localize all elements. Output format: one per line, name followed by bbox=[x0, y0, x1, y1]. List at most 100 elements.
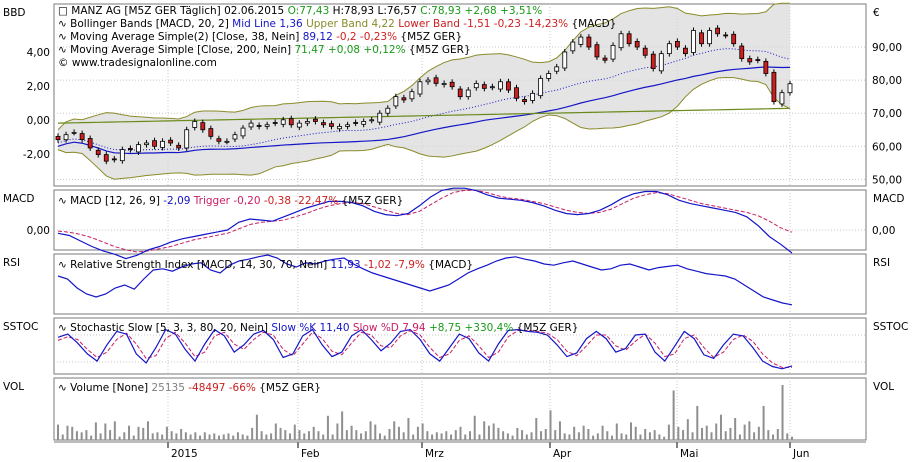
x-tick-label: Mrz bbox=[425, 448, 444, 460]
volume-bar bbox=[208, 434, 211, 440]
volume-bar bbox=[791, 436, 793, 440]
header-part: H:78,93 bbox=[333, 5, 375, 17]
legend-part: Relative Strength Index [MACD, 14, 30, 7… bbox=[70, 259, 327, 271]
ma38-line bbox=[57, 66, 791, 155]
volume-bar bbox=[213, 433, 216, 440]
volume-bar bbox=[473, 415, 476, 440]
volume-bar bbox=[667, 424, 670, 440]
price-right-label: € bbox=[873, 7, 880, 19]
candle-body bbox=[200, 122, 206, 131]
volume-bar bbox=[236, 432, 239, 440]
volume-bar bbox=[592, 435, 595, 440]
candle-body bbox=[272, 122, 278, 124]
candle-body bbox=[71, 131, 77, 134]
right-axis-tick: 50,00 bbox=[872, 174, 902, 186]
right-axis-tick: 90,00 bbox=[872, 42, 902, 54]
candle-body bbox=[739, 45, 745, 60]
volume-bar bbox=[521, 430, 524, 440]
legend-part: 71,47 bbox=[295, 44, 325, 56]
candle-body bbox=[144, 142, 149, 146]
candle-body bbox=[264, 124, 270, 127]
legend-part: ∿ bbox=[58, 195, 67, 207]
volume-bar bbox=[142, 427, 145, 440]
volume-bar bbox=[506, 433, 509, 440]
legend-part: {MACD} bbox=[428, 259, 473, 271]
x-tick-label: Jun bbox=[792, 448, 809, 460]
volume-bar bbox=[691, 432, 694, 440]
candle-body bbox=[465, 89, 471, 98]
header-part: MANZ AG [M5Z GER Täglich] 02.06.2015 bbox=[71, 5, 284, 17]
candle-body bbox=[127, 148, 133, 151]
candle-body bbox=[530, 92, 535, 101]
candle-body bbox=[433, 77, 439, 84]
volume-bar bbox=[274, 423, 277, 440]
legend-part: Lower Band -1,51 -0,23 -14,23% bbox=[398, 18, 568, 30]
volume-bar bbox=[350, 425, 353, 440]
volume-bar bbox=[535, 418, 538, 440]
volume-bar bbox=[66, 425, 69, 440]
volume-bar bbox=[383, 435, 386, 440]
candle-body bbox=[369, 119, 375, 122]
legend-part: 11,40 bbox=[319, 322, 349, 334]
candle-body bbox=[707, 30, 712, 45]
volume-bar bbox=[497, 427, 500, 440]
volume-bar bbox=[113, 421, 116, 440]
candle-body bbox=[192, 121, 198, 128]
right-axis-tick: 80,00 bbox=[872, 75, 902, 87]
volume-bar bbox=[440, 433, 443, 440]
header-part: C:78,93 +2,68 +3,51% bbox=[420, 5, 542, 17]
header-part: O:77,43 bbox=[288, 5, 330, 17]
candle-body bbox=[787, 83, 793, 94]
volume-bar bbox=[577, 432, 580, 440]
stoch-legend: ∿ Stochastic Slow [5, 3, 3, 80, 20, Nein… bbox=[58, 322, 578, 334]
legend-part: Moving Average Simple [Close, 200, Nein] bbox=[70, 44, 291, 56]
volume-bar bbox=[421, 423, 424, 440]
candle-body bbox=[280, 119, 286, 125]
volume-bar bbox=[682, 430, 685, 440]
candle-body bbox=[95, 149, 101, 155]
left-axis-tick: 4,00 bbox=[27, 47, 50, 59]
volume-bar bbox=[307, 431, 310, 440]
macd-right-tick: 0,00 bbox=[872, 225, 895, 237]
volume-bar bbox=[289, 433, 292, 440]
volume-bar bbox=[511, 435, 514, 440]
volume-bar bbox=[516, 427, 519, 440]
legend-part: -0,2 -0,23% bbox=[336, 31, 397, 43]
volume-bar bbox=[132, 435, 135, 440]
candle-body bbox=[329, 123, 334, 127]
candle-body bbox=[755, 59, 761, 61]
candle-body bbox=[111, 158, 117, 161]
candle-body bbox=[232, 134, 238, 140]
volume-bar bbox=[94, 422, 97, 440]
volume-bar bbox=[312, 426, 315, 440]
volume-bar bbox=[554, 430, 557, 440]
volume-bar bbox=[625, 434, 628, 440]
candle-body bbox=[683, 47, 688, 55]
legend-part: Upper Band 4,22 bbox=[306, 18, 395, 30]
volume-bar bbox=[658, 434, 661, 440]
volume-bar bbox=[719, 414, 722, 440]
volume-bar bbox=[738, 434, 741, 440]
panel-rsi bbox=[53, 253, 867, 315]
candle-body bbox=[602, 57, 608, 61]
macd-legend: ∿ MACD [12, 26, 9] -2,09 Trigger -0,20 -… bbox=[58, 195, 403, 207]
x-tick-label: 2015 bbox=[171, 448, 198, 460]
volume-bar bbox=[364, 431, 367, 440]
volume-bar bbox=[530, 432, 533, 440]
volume-bar bbox=[165, 426, 168, 440]
volume-bar bbox=[549, 410, 552, 440]
candle-body bbox=[216, 138, 222, 142]
candle-body bbox=[538, 78, 544, 97]
candle-body bbox=[152, 140, 157, 147]
bollinger-lower-line bbox=[57, 77, 791, 180]
legend-part: 11,93 bbox=[331, 259, 361, 271]
candle-body bbox=[626, 33, 632, 45]
candle-body bbox=[489, 86, 495, 89]
volume-legend: ∿ Volume [None] 25135 -48497 -66% {M5Z G… bbox=[58, 382, 321, 394]
volume-bar bbox=[478, 434, 481, 440]
candle-body bbox=[296, 122, 302, 128]
candle-body bbox=[288, 118, 294, 126]
rsi-right-label: RSI bbox=[873, 257, 890, 269]
candle-body bbox=[337, 126, 342, 130]
